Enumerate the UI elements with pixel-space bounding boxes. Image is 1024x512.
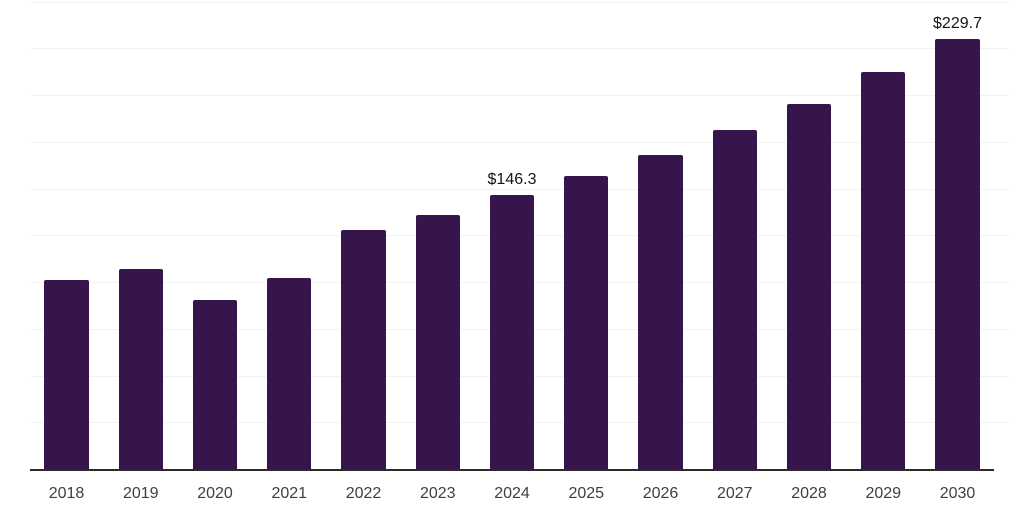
x-axis-line <box>30 469 994 471</box>
gridline-y150 <box>30 188 1010 190</box>
gridline-y175 <box>30 141 1010 143</box>
bar-2028 <box>786 103 832 469</box>
bar-2029 <box>861 72 906 469</box>
bar-2023 <box>415 214 460 469</box>
gridline-y225 <box>30 48 1010 50</box>
x-tick-label-2020: 2020 <box>197 485 233 502</box>
bar-2021 <box>267 278 312 469</box>
gridline-y250 <box>30 1 1010 3</box>
bar-2024 <box>489 195 535 469</box>
bar-2022 <box>341 229 386 469</box>
data-label-2030: $229.7 <box>933 15 982 33</box>
x-tick-label-2018: 2018 <box>48 485 85 502</box>
x-tick-label-2026: 2026 <box>642 485 679 502</box>
x-tick-label-2027: 2027 <box>716 485 753 502</box>
bar-2020 <box>192 300 238 469</box>
x-tick-label-2029: 2029 <box>865 485 902 502</box>
bar-2018 <box>44 279 89 469</box>
x-tick-label-2022: 2022 <box>345 485 382 502</box>
x-tick-label-2023: 2023 <box>419 485 456 502</box>
x-tick-label-2019: 2019 <box>122 485 159 502</box>
bar-2030 <box>935 39 980 469</box>
bar-2026 <box>638 154 683 469</box>
x-tick-label-2030: 2030 <box>939 485 976 502</box>
x-tick-label-2021: 2021 <box>271 485 308 502</box>
x-tick-label-2028: 2028 <box>791 485 827 502</box>
bar-2019 <box>118 269 163 469</box>
data-label-2024: $146.3 <box>487 171 537 189</box>
gridline-y200 <box>30 95 1010 96</box>
bar-2027 <box>712 130 757 469</box>
x-tick-label-2025: 2025 <box>568 485 605 502</box>
bar-2025 <box>564 176 609 469</box>
x-tick-label-2024: 2024 <box>494 485 530 502</box>
